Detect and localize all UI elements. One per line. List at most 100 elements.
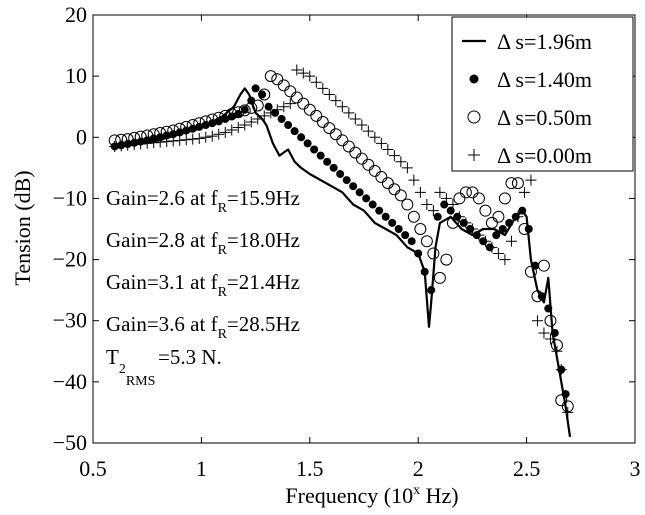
data-point-plus (174, 134, 186, 146)
data-point-circle (232, 106, 245, 119)
data-point-plus (447, 199, 459, 211)
data-point-circle (206, 113, 219, 126)
data-point-circle (433, 271, 446, 284)
data-point-circle (498, 192, 511, 205)
data-point-circle (375, 171, 388, 184)
data-point-dot (524, 225, 533, 233)
data-point-plus (310, 76, 322, 88)
data-point-dot (420, 267, 429, 276)
data-point-plus (375, 137, 387, 149)
data-point-dot (234, 110, 243, 119)
legend-dot-marker (469, 74, 479, 84)
data-point-circle (193, 117, 206, 130)
data-point-dot (381, 212, 390, 221)
data-point-circle (479, 204, 492, 217)
data-point-dot (544, 304, 553, 313)
legend-plus-marker (468, 149, 480, 161)
data-point-plus (180, 134, 192, 146)
data-point-plus (555, 364, 567, 376)
data-point-plus (265, 107, 277, 119)
x-tick-label: 1.5 (296, 456, 324, 481)
data-point-plus (434, 186, 446, 198)
data-point-dot (518, 206, 527, 215)
data-point-circle (245, 101, 258, 114)
series-3 (108, 70, 574, 413)
data-point-dot (394, 225, 403, 233)
x-tick-label: 2 (413, 456, 424, 481)
data-point-dot (375, 206, 384, 215)
data-point-circle (355, 152, 368, 165)
data-point-dot (414, 249, 423, 258)
annotation-gain-2: Gain=2.8 at fR=18.0Hz (106, 228, 300, 258)
legend-label-1: Δ s=1.96m (497, 29, 592, 54)
data-point-plus (479, 235, 491, 247)
data-point-circle (212, 111, 225, 124)
data-point-plus (187, 133, 199, 145)
data-point-circle (511, 177, 524, 190)
y-tick-label: 0 (76, 124, 87, 149)
data-point-plus (382, 144, 394, 156)
data-point-circle (446, 216, 459, 229)
data-point-plus (317, 82, 329, 94)
data-point-dot (427, 286, 436, 295)
data-point-circle (459, 186, 472, 199)
data-point-circle (329, 128, 342, 141)
data-point-plus (271, 104, 283, 116)
data-point-circle (186, 119, 199, 132)
data-point-circle (199, 115, 212, 128)
annotation-gain-1: Gain=2.6 at fR=15.9Hz (106, 186, 300, 216)
data-point-plus (135, 138, 147, 150)
data-point-dot (342, 176, 351, 185)
data-point-circle (407, 210, 420, 223)
data-point-circle (180, 120, 193, 133)
data-point-plus (505, 235, 517, 247)
data-point-dot (310, 145, 319, 154)
data-point-dot (297, 133, 306, 142)
data-point-plus (297, 67, 309, 79)
data-point-dot (388, 218, 397, 227)
data-point-plus (408, 174, 420, 186)
data-point-plus (369, 131, 381, 143)
data-point-plus (388, 150, 400, 162)
data-point-plus (466, 223, 478, 235)
data-point-plus (109, 140, 121, 152)
data-point-plus (356, 119, 368, 131)
data-point-circle (555, 394, 568, 407)
y-tick-label: −20 (53, 247, 87, 272)
data-point-circle (453, 192, 466, 205)
data-point-circle (505, 177, 518, 190)
data-point-circle (362, 158, 375, 171)
data-point-dot (277, 114, 286, 123)
legend-box (451, 16, 634, 172)
data-point-dot (433, 212, 442, 221)
data-point-plus (245, 116, 257, 128)
data-point-dot (362, 194, 371, 203)
data-point-dot (531, 261, 540, 270)
data-point-plus (512, 211, 524, 223)
data-point-circle (414, 223, 427, 235)
data-point-dot (368, 200, 377, 209)
data-point-circle (284, 85, 297, 98)
data-point-dot (264, 102, 273, 111)
y-tick-label: 10 (65, 63, 87, 88)
data-point-plus (486, 241, 498, 253)
data-point-circle (238, 104, 251, 117)
data-point-circle (537, 259, 550, 272)
data-point-plus (538, 327, 550, 339)
data-point-circle (492, 210, 505, 223)
data-point-plus (141, 137, 153, 149)
data-point-dot (284, 121, 293, 130)
y-tick-label: 20 (65, 2, 87, 27)
data-point-plus (395, 156, 407, 168)
data-point-circle (219, 109, 232, 122)
data-point-dot (537, 292, 546, 301)
data-point-plus (167, 135, 179, 147)
data-point-plus (115, 140, 127, 152)
data-point-plus (284, 98, 296, 110)
data-point-plus (219, 126, 231, 138)
data-point-plus (531, 315, 543, 327)
x-tick-label: 3 (630, 456, 641, 481)
data-point-circle (290, 91, 303, 104)
y-tick-label: −50 (53, 430, 87, 455)
